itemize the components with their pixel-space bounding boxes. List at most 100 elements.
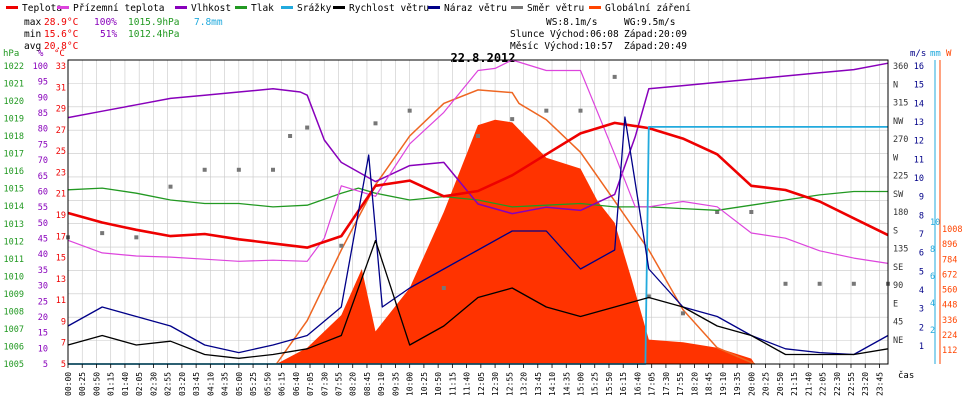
wind-speed-tick: 9 <box>919 193 924 203</box>
wind-direction-tick: 45 <box>893 318 903 328</box>
time-tick-label: 06:15 <box>278 372 287 396</box>
time-tick-label: 14:10 <box>548 372 557 396</box>
stats-min-label: min <box>24 29 41 40</box>
wind-direction-point <box>681 311 685 316</box>
time-tick-label: 18:45 <box>705 372 714 396</box>
wind-direction-point <box>783 281 788 286</box>
rain-tick: 4 <box>930 299 935 309</box>
legend-label-1: Teplota <box>22 3 62 14</box>
axes: 1022102110201019101810171016101510141013… <box>3 49 962 396</box>
time-tick-label: 22:30 <box>833 372 842 396</box>
wind-direction-tick: SE <box>893 263 903 273</box>
time-tick-label: 20:25 <box>762 372 771 396</box>
temperature-tick: 21 <box>56 190 66 200</box>
wind-direction-point <box>305 125 310 130</box>
pressure-tick: 1012 <box>4 237 24 247</box>
temperature-tick: 7 <box>61 339 66 349</box>
time-tick-label: 20:00 <box>747 372 756 396</box>
wind-direction-tick: 315 <box>893 99 908 109</box>
humidity-tick: 15 <box>38 329 48 339</box>
solar-tick: 896 <box>942 240 957 250</box>
temperature-tick: 15 <box>56 254 66 264</box>
wind-speed-tick: 5 <box>919 267 924 277</box>
wind-direction-point <box>578 108 583 113</box>
time-tick-label: 19:10 <box>719 372 728 396</box>
wind-speed-tick: 7 <box>919 230 924 240</box>
wind-speed-tick: 16 <box>914 62 924 72</box>
legend-label-8: Směr větru <box>527 3 584 14</box>
wind-speed-tick: 6 <box>919 249 924 259</box>
humidity-tick: 45 <box>38 235 48 245</box>
wind-direction-point <box>817 281 822 286</box>
time-tick-label: 21:40 <box>804 372 813 396</box>
humidity-tick: 55 <box>38 203 48 213</box>
time-tick-label: 23:45 <box>875 372 884 396</box>
wind-direction-point <box>100 231 105 236</box>
time-tick-label: 08:45 <box>363 372 372 396</box>
temperature-tick: 23 <box>56 168 66 178</box>
pressure-tick: 1021 <box>4 80 24 90</box>
temperature-tick: 19 <box>56 211 66 221</box>
wind-direction-tick: NE <box>893 336 903 346</box>
time-tick-label: 07:30 <box>320 372 329 396</box>
time-tick-label: 17:05 <box>648 372 657 396</box>
wind-speed-tick: 8 <box>919 211 924 221</box>
time-tick-label: 06:40 <box>292 372 301 396</box>
temperature-tick: 5 <box>61 360 66 370</box>
time-tick-label: 02:05 <box>135 372 144 396</box>
time-tick-label: 23:20 <box>861 372 870 396</box>
solar-tick: 112 <box>942 346 957 356</box>
pressure-tick: 1005 <box>4 360 24 370</box>
plot-area <box>66 59 890 365</box>
time-tick-label: 15:50 <box>605 372 614 396</box>
time-tick-label: 17:55 <box>676 372 685 396</box>
time-tick-label: 15:00 <box>577 372 586 396</box>
wind-direction-point <box>544 108 549 113</box>
solar-tick: 224 <box>942 331 957 341</box>
time-tick-label: 10:00 <box>406 372 415 396</box>
stats-min-hum: 51% <box>100 29 117 40</box>
pressure-axis-unit: hPa <box>3 49 19 59</box>
wind-speed-tick: 11 <box>914 155 924 165</box>
temperature-tick: 31 <box>56 83 66 93</box>
wind-direction-point <box>236 167 241 172</box>
solar-tick: 336 <box>942 316 957 326</box>
humidity-axis-unit: % <box>38 49 44 59</box>
solar-radiation-area <box>68 119 888 364</box>
solar-tick: 1008 <box>942 225 962 235</box>
humidity-tick: 70 <box>38 156 48 166</box>
sun-set: Západ:20:09 <box>624 29 687 40</box>
wind-direction-tick: NW <box>893 117 904 127</box>
humidity-tick: 65 <box>38 172 48 182</box>
stats-avg-temp: 20.8°C <box>44 41 78 52</box>
wind-direction-point <box>271 167 275 172</box>
time-tick-label: 16:15 <box>619 372 628 396</box>
legend-label-2: Přízemní teplota <box>73 3 165 14</box>
time-tick-label: 00:50 <box>92 372 101 396</box>
legend-label-4: Tlak <box>251 3 274 14</box>
humidity-tick: 50 <box>38 219 48 229</box>
time-tick-label: 00:25 <box>78 372 87 396</box>
time-tick-label: 18:20 <box>690 372 699 396</box>
temperature-tick: 25 <box>56 147 66 157</box>
stats-avg-label: avg <box>24 41 41 52</box>
pressure-tick: 1014 <box>4 202 24 212</box>
stats-max-label: max <box>24 17 41 28</box>
wind-direction-tick: 180 <box>893 208 908 218</box>
time-tick-label: 10:25 <box>420 372 429 396</box>
wind-direction-axis-unit: m/s <box>910 49 926 59</box>
rain-tick: 2 <box>930 326 935 336</box>
wind-direction-tick: W <box>893 153 899 163</box>
pressure-tick: 1009 <box>4 290 24 300</box>
time-tick-label: 22:05 <box>819 372 828 396</box>
legend-swatch-7 <box>428 6 440 9</box>
humidity-tick: 85 <box>38 109 48 119</box>
stats-min-press: 1012.4hPa <box>128 29 179 40</box>
time-tick-label: 09:35 <box>391 372 400 396</box>
wind-speed-tick: 1 <box>919 342 924 352</box>
ground-temperature-line <box>67 59 889 264</box>
temperature-tick: 27 <box>56 126 66 136</box>
time-tick-label: 05:25 <box>249 372 258 396</box>
time-tick-label: 00:00 <box>64 372 73 396</box>
